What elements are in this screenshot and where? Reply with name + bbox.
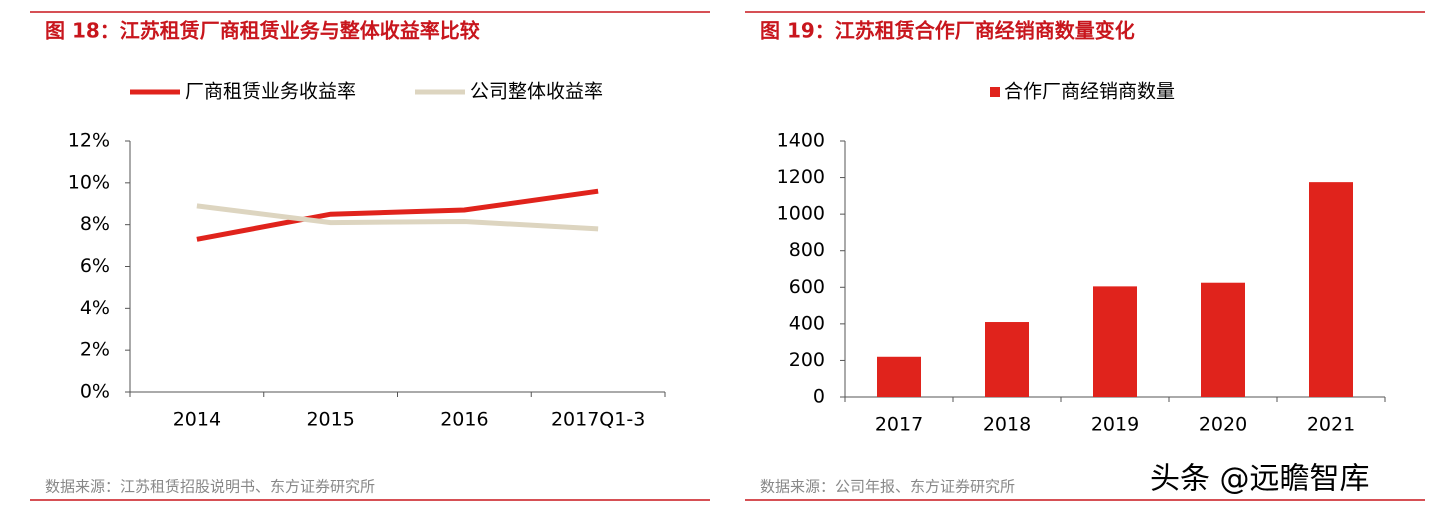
y-tick-label: 1000 (777, 203, 825, 225)
bar (985, 322, 1029, 397)
legend-label: 公司整体收益率 (470, 81, 603, 103)
y-tick-label: 0 (813, 386, 825, 408)
source: 数据来源：公司年报、东方证券研究所 (760, 478, 1015, 496)
x-tick-label: 2016 (440, 409, 488, 431)
x-tick-label: 2019 (1091, 414, 1139, 436)
x-tick-label: 2021 (1307, 414, 1355, 436)
bar (877, 356, 921, 397)
y-tick-label: 1400 (777, 130, 825, 152)
source: 数据来源：江苏租赁招股说明书、东方证券研究所 (45, 478, 375, 496)
y-tick-label: 10% (68, 171, 110, 193)
x-tick-label: 2017 (875, 414, 923, 436)
x-tick-label: 2020 (1199, 414, 1247, 436)
y-tick-label: 600 (789, 276, 825, 298)
watermark: 头条 @远瞻智库 (1150, 462, 1370, 497)
legend-label: 合作厂商经销商数量 (1004, 81, 1175, 103)
y-tick-label: 200 (789, 349, 825, 371)
legend-swatch (990, 87, 1000, 97)
y-tick-label: 400 (789, 312, 825, 334)
x-tick-label: 2014 (173, 409, 221, 431)
bar (1093, 286, 1137, 397)
x-tick-label: 2017Q1-3 (551, 409, 645, 431)
y-tick-label: 1200 (777, 166, 825, 188)
chart-title: 图 19：江苏租赁合作厂商经销商数量变化 (760, 19, 1135, 43)
y-tick-label: 0% (80, 381, 110, 403)
x-tick-label: 2018 (983, 414, 1031, 436)
line (196, 203, 599, 232)
bar (1309, 182, 1353, 397)
chart-title: 图 18：江苏租赁厂商租赁业务与整体收益率比较 (45, 19, 480, 43)
legend-label: 厂商租赁业务收益率 (185, 81, 356, 103)
y-tick-label: 2% (80, 339, 110, 361)
x-tick-label: 2015 (306, 409, 354, 431)
y-tick-label: 4% (80, 297, 110, 319)
y-tick-label: 12% (68, 130, 110, 152)
line (196, 188, 599, 242)
bar (1201, 282, 1245, 397)
y-tick-label: 800 (789, 239, 825, 261)
y-tick-label: 6% (80, 255, 110, 277)
y-tick-label: 8% (80, 213, 110, 235)
